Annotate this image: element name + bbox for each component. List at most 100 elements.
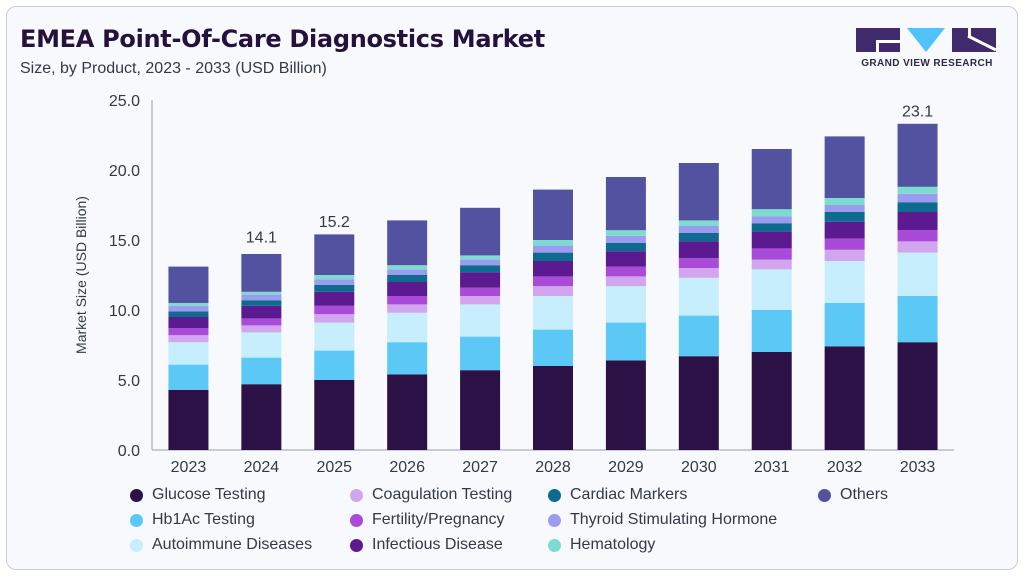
bar-segment	[387, 282, 428, 296]
bar-segment	[678, 233, 719, 242]
x-tick-label: 2030	[681, 459, 717, 476]
x-tick-label: 2029	[608, 459, 644, 476]
bar-segment	[751, 352, 792, 450]
bar-segment	[824, 198, 865, 205]
bar-segment	[387, 269, 428, 275]
bar-segment	[460, 255, 501, 260]
bar-segment	[241, 332, 282, 358]
bar-segment	[314, 275, 355, 280]
bar-segment	[168, 305, 209, 312]
bar-segment	[751, 269, 792, 310]
bar-segment	[605, 230, 646, 236]
bar-segment	[751, 248, 792, 260]
bar-segment	[387, 342, 428, 375]
bar-segment	[387, 374, 428, 450]
bar-segment	[241, 318, 282, 326]
bar-segment	[897, 252, 938, 296]
x-tick-label: 2028	[535, 459, 571, 476]
bar-segment	[241, 357, 282, 385]
legend-swatch	[548, 513, 561, 527]
legend-label: Hb1Ac Testing	[152, 511, 255, 528]
bar-segment	[460, 370, 501, 450]
bar-segment	[751, 231, 792, 249]
bar-stack-2024	[241, 254, 282, 450]
chart-subtitle: Size, by Product, 2023 - 2033 (USD Billi…	[20, 60, 327, 77]
bar-segment	[314, 350, 355, 380]
bar-segment	[460, 272, 501, 288]
bar-segment	[314, 284, 355, 292]
bar-segment	[605, 235, 646, 243]
legend-item: Hematology	[548, 536, 655, 554]
legend-label: Fertility/Pregnancy	[372, 511, 505, 528]
bar-segment	[678, 220, 719, 226]
chart-bars	[168, 123, 938, 450]
bar-segment	[533, 240, 573, 246]
chart-title: EMEA Point-Of-Care Diagnostics Market	[20, 25, 545, 53]
bar-segment	[533, 252, 573, 261]
logo-text: GRAND VIEW RESEARCH	[861, 58, 993, 69]
bar-segment	[387, 265, 428, 270]
bar-segment	[824, 221, 865, 239]
bar-segment	[897, 186, 938, 194]
bar-stack-2032	[824, 136, 865, 450]
legend-swatch	[130, 513, 143, 527]
legend-label: Autoimmune Diseases	[152, 536, 313, 553]
bar-segment	[168, 328, 209, 336]
bar-segment	[678, 268, 719, 278]
bar-stack-2026	[387, 220, 428, 450]
bar-segment	[824, 238, 865, 250]
bar-segment	[751, 149, 792, 210]
legend-swatch	[350, 488, 363, 502]
bar-segment	[897, 123, 938, 187]
legend-item: Thyroid Stimulating Hormone	[548, 511, 777, 529]
bar-segment	[605, 360, 646, 450]
bar-segment	[241, 254, 282, 292]
y-tick-label: 20.0	[109, 163, 140, 180]
bar-segment	[314, 305, 355, 315]
data-label: 15.2	[319, 214, 350, 231]
bar-segment	[168, 335, 209, 343]
legend-swatch	[350, 513, 363, 527]
legend-swatch	[130, 488, 143, 502]
bar-segment	[387, 296, 428, 305]
legend-item: Glucose Testing	[130, 486, 266, 504]
bar-segment	[824, 205, 865, 212]
legend-label: Others	[840, 486, 889, 503]
bar-segment	[314, 380, 355, 450]
bar-segment	[241, 305, 282, 319]
data-label: 14.1	[246, 230, 277, 247]
bar-segment	[168, 266, 209, 303]
bar-segment	[533, 189, 573, 240]
bar-segment	[241, 291, 282, 295]
bar-stack-2023	[168, 266, 209, 450]
bar-segment	[605, 266, 646, 277]
bar-segment	[605, 177, 646, 231]
bar-segment	[897, 230, 938, 242]
bar-stack-2027	[460, 207, 501, 450]
bar-segment	[241, 300, 282, 306]
bar-segment	[824, 346, 865, 450]
bar-segment	[533, 286, 573, 296]
bar-segment	[897, 296, 938, 343]
bar-stack-2029	[605, 177, 646, 450]
legend-item: Autoimmune Diseases	[130, 536, 312, 554]
legend-label: Coagulation Testing	[372, 486, 513, 503]
bar-segment	[897, 212, 938, 231]
bar-segment	[605, 276, 646, 287]
bar-segment	[314, 291, 355, 306]
y-tick-label: 10.0	[109, 303, 140, 320]
bar-segment	[168, 311, 209, 317]
bar-segment	[460, 336, 501, 371]
bar-segment	[533, 245, 573, 253]
bar-segment	[460, 265, 501, 273]
bar-segment	[314, 279, 355, 285]
bar-segment	[460, 207, 501, 256]
bar-segment	[751, 223, 792, 232]
bar-segment	[751, 209, 792, 217]
bar-segment	[460, 304, 501, 337]
bar-segment	[533, 296, 573, 330]
bar-segment	[168, 342, 209, 365]
bar-segment	[460, 287, 501, 296]
bar-segment	[678, 356, 719, 450]
